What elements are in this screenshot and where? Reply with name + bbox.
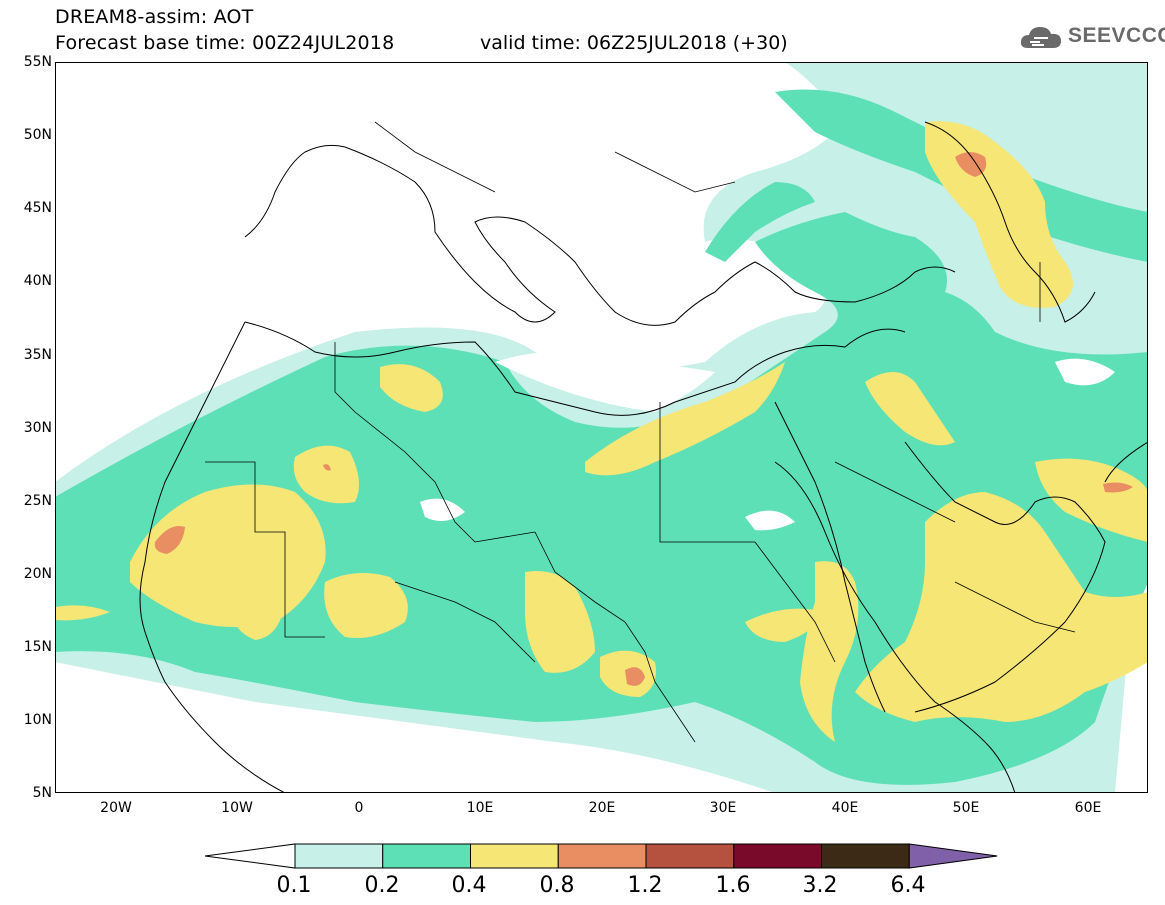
colorbar-label: 1.2 <box>627 873 663 898</box>
colorbar-label: 1.6 <box>715 873 751 898</box>
seevccc-logo: SEEVCCC <box>1018 20 1165 54</box>
coastlines <box>139 121 1148 793</box>
lon-label-50e: 50E <box>952 800 980 816</box>
aot-band-0.8-1.2 <box>154 152 1133 686</box>
colorbar-label: 6.4 <box>890 873 926 898</box>
cloud-icon <box>1020 27 1061 48</box>
valid-time: valid time: 06Z25JUL2018 (+30) <box>480 32 788 54</box>
colorbar-label: 0.2 <box>364 873 400 898</box>
lon-label-10e: 10E <box>466 800 494 816</box>
colorbar-label: 0.8 <box>539 873 575 898</box>
lat-label-25n: 25N <box>23 493 52 509</box>
colorbar-segment <box>733 843 822 869</box>
lat-label-30n: 30N <box>23 420 52 436</box>
lat-label-5n: 5N <box>32 785 52 801</box>
lat-label-15n: 15N <box>23 639 52 655</box>
political-borders <box>205 121 1076 743</box>
lat-label-45n: 45N <box>23 200 52 216</box>
map-title: DREAM8-assim: AOT <box>55 6 254 28</box>
lat-label-55n: 55N <box>23 54 52 70</box>
aot-band-0.4-0.8 <box>55 121 1148 742</box>
lon-label-30e: 30E <box>709 800 737 816</box>
colorbar-segment <box>645 843 735 869</box>
colorbar-segment <box>470 843 559 869</box>
colorbar <box>204 843 1000 869</box>
lon-label-60e: 60E <box>1074 800 1102 816</box>
lat-label-50n: 50N <box>23 127 52 143</box>
lat-label-35n: 35N <box>23 347 52 363</box>
colorbar-segment <box>557 843 647 869</box>
colorbar-segment <box>204 843 296 869</box>
colorbar-label: 0.1 <box>276 873 312 898</box>
lon-label-10w: 10W <box>221 800 253 816</box>
logo-text: SEEVCCC <box>1068 24 1165 47</box>
aot-map <box>55 62 1148 793</box>
lat-label-40n: 40N <box>23 273 52 289</box>
colorbar-label: 0.4 <box>451 873 487 898</box>
lon-label-0: 0 <box>354 800 364 816</box>
colorbar-label: 3.2 <box>802 873 838 898</box>
lon-label-20e: 20E <box>588 800 616 816</box>
colorbar-segment <box>382 843 471 869</box>
colorbar-segment <box>294 843 384 869</box>
lon-label-40e: 40E <box>831 800 859 816</box>
lat-label-10n: 10N <box>23 712 52 728</box>
colorbar-segment <box>908 843 998 869</box>
lat-label-20n: 20N <box>23 566 52 582</box>
lon-label-20w: 20W <box>100 800 132 816</box>
aot-low-areas <box>420 352 1115 531</box>
colorbar-segment <box>821 843 910 869</box>
forecast-base-time: Forecast base time: 00Z24JUL2018 <box>55 32 395 54</box>
